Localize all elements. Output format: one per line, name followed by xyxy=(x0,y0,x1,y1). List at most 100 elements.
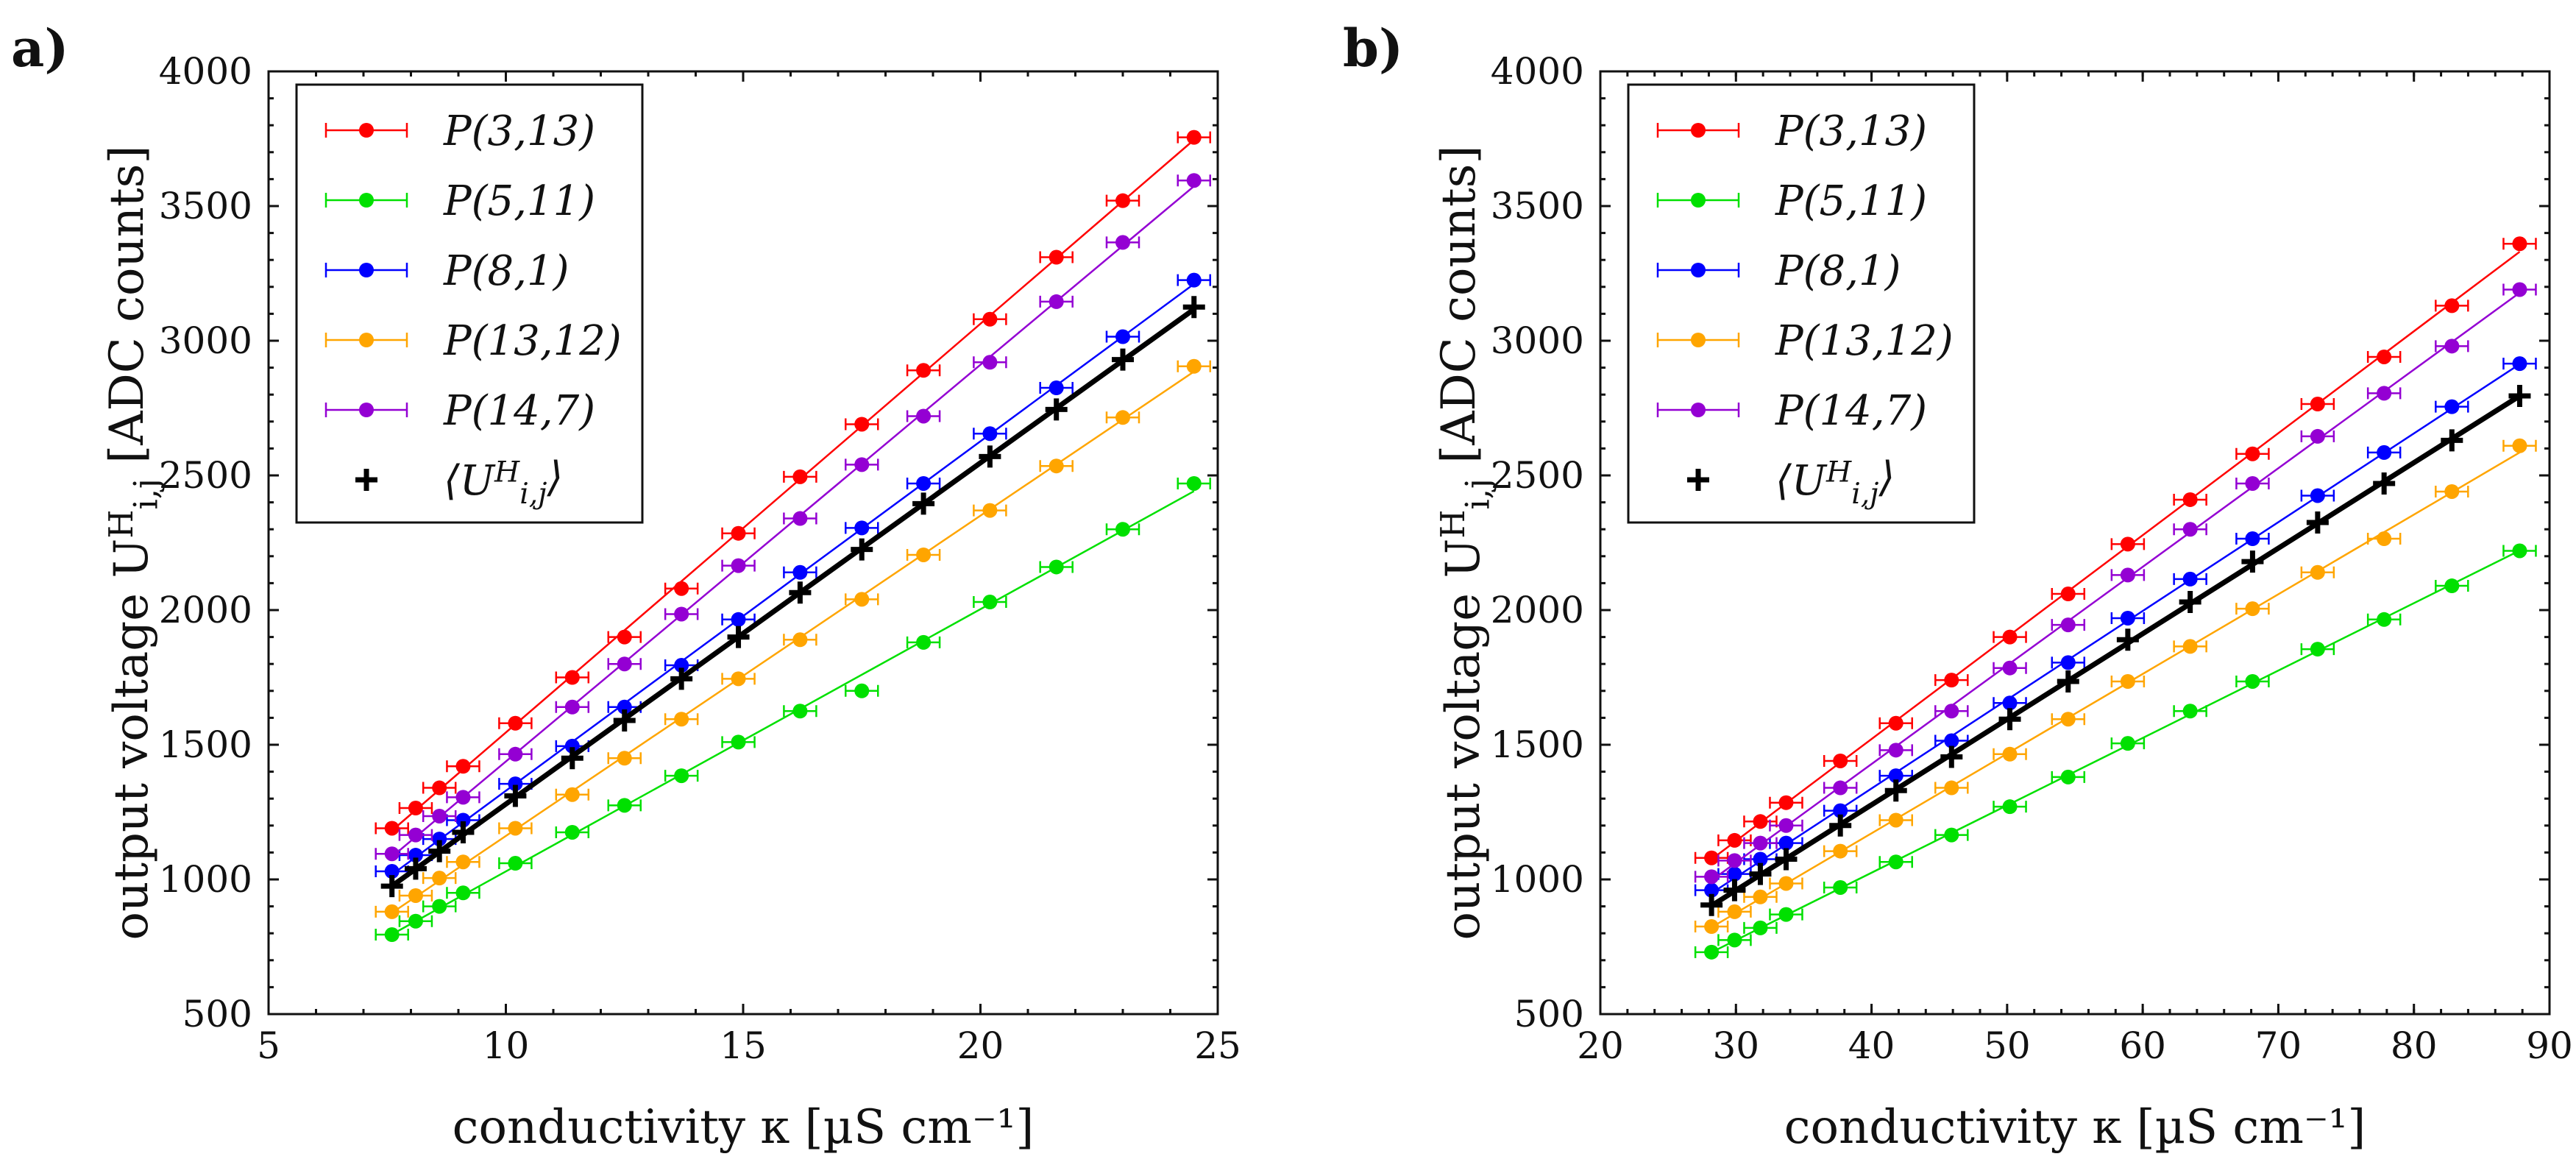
data-point xyxy=(2120,610,2135,626)
legend-entry: P(14,7) xyxy=(443,387,595,435)
data-point xyxy=(1753,889,1768,904)
data-point xyxy=(1049,249,1064,265)
data-point xyxy=(1833,843,1848,859)
legend: P(3,13) P(5,11) P(8,1) P(13,12) P(14,7) ⟨UHi,… xyxy=(295,83,644,524)
data-point xyxy=(2060,655,2076,670)
data-point-plus xyxy=(2241,550,2264,573)
data-point-plus xyxy=(2508,385,2531,408)
legend-marker xyxy=(359,263,374,277)
fit-line xyxy=(390,307,1196,888)
legend-marker xyxy=(359,193,374,208)
data-point xyxy=(1888,768,1903,784)
data-point xyxy=(2377,612,2392,627)
data-point xyxy=(674,581,689,596)
y-tick-label: 3500 xyxy=(159,185,252,227)
data-point xyxy=(432,808,447,823)
data-point xyxy=(1049,458,1064,474)
x-axis-label: conductivity κ [µS cm⁻¹] xyxy=(453,1100,1035,1155)
legend-entry: ⟨UHi,j⟩ xyxy=(444,453,563,511)
data-point xyxy=(2444,483,2460,499)
text-span: P(8,1) xyxy=(1775,247,1901,295)
data-point-plus xyxy=(789,581,812,604)
legend-marker xyxy=(1691,403,1706,417)
text-span: output voltage U xyxy=(104,539,159,941)
series-5 xyxy=(380,296,1205,898)
data-point xyxy=(2120,536,2135,552)
data-point xyxy=(2310,564,2325,580)
data-point xyxy=(1186,272,1202,288)
data-point xyxy=(2512,356,2527,372)
data-point xyxy=(1778,795,1794,810)
data-point xyxy=(508,856,523,871)
y-tick-label: 1500 xyxy=(1491,723,1584,766)
x-tick-label: 25 xyxy=(1194,1024,1241,1067)
data-point xyxy=(1704,869,1720,885)
series-2 xyxy=(375,272,1211,879)
data-point xyxy=(854,520,870,536)
text-span: P(5,11) xyxy=(443,177,595,225)
data-point xyxy=(1778,835,1794,851)
legend-marker xyxy=(1691,333,1706,347)
data-point xyxy=(674,658,689,673)
x-tick-label: 30 xyxy=(1712,1024,1759,1067)
data-point xyxy=(1115,329,1130,344)
legend: P(3,13) P(5,11) P(8,1) P(13,12) P(14,7) ⟨UHi,… xyxy=(1627,83,1976,524)
series-0 xyxy=(1694,236,2537,865)
y-tick-label: 3000 xyxy=(159,319,252,362)
data-point-plus xyxy=(428,840,451,862)
x-tick-label: 60 xyxy=(2119,1024,2166,1067)
data-point xyxy=(916,634,932,650)
text-span: P(13,12) xyxy=(1775,317,1954,365)
x-tick-label: 15 xyxy=(720,1024,767,1067)
text-span: ⟨U xyxy=(1775,457,1828,505)
panel-a: a) 5 10 15 20 25 500 1000 1500 2000 2500 3000 3500 40… xyxy=(11,18,1241,1155)
data-point xyxy=(408,848,423,863)
data-point xyxy=(1186,358,1202,374)
text-span: H xyxy=(1433,510,1472,539)
text-span: i,j xyxy=(1458,478,1497,509)
y-tick-label: 1000 xyxy=(1491,858,1584,901)
data-point xyxy=(2120,736,2135,751)
data-point xyxy=(2512,438,2527,453)
data-point xyxy=(384,927,400,943)
data-point xyxy=(1778,818,1794,833)
data-point xyxy=(564,738,580,754)
series-3 xyxy=(375,358,1211,919)
y-tick-label: 2000 xyxy=(1491,589,1584,631)
legend-marker xyxy=(355,469,377,491)
data-point xyxy=(617,699,632,715)
series-1 xyxy=(375,475,1211,943)
data-point xyxy=(2182,571,2198,587)
data-point xyxy=(1778,876,1794,891)
data-point xyxy=(455,759,471,774)
data-point xyxy=(1888,743,1903,758)
data-point xyxy=(1833,753,1848,768)
data-point-plus xyxy=(452,821,475,843)
y-tick-label: 2500 xyxy=(159,454,252,497)
data-point xyxy=(1753,814,1768,829)
series-2 xyxy=(1694,356,2537,898)
data-point xyxy=(1115,235,1130,250)
legend-marker xyxy=(359,123,374,138)
x-axis-label: conductivity κ [µS cm⁻¹] xyxy=(1784,1100,2366,1155)
x-tick-label: 90 xyxy=(2526,1024,2573,1067)
text-span: H xyxy=(102,510,141,539)
data-point xyxy=(1704,919,1720,935)
legend-marker xyxy=(1691,193,1706,208)
text-span: [ADC counts] xyxy=(1432,146,1486,479)
data-point xyxy=(2002,695,2018,711)
text-span: P(13,12) xyxy=(443,317,622,365)
data-point xyxy=(2377,531,2392,547)
y-tick-label: 4000 xyxy=(159,50,252,93)
legend-marker xyxy=(1691,263,1706,277)
fit-line xyxy=(1711,451,2521,929)
data-point xyxy=(2060,587,2076,602)
x-tick-label: 20 xyxy=(1577,1024,1624,1067)
data-point xyxy=(2002,799,2018,815)
data-point xyxy=(2182,522,2198,537)
data-point xyxy=(1704,944,1720,960)
data-point xyxy=(2444,339,2460,354)
data-point-plus xyxy=(979,445,1001,468)
data-point xyxy=(1778,907,1794,922)
data-point xyxy=(1944,704,1959,719)
